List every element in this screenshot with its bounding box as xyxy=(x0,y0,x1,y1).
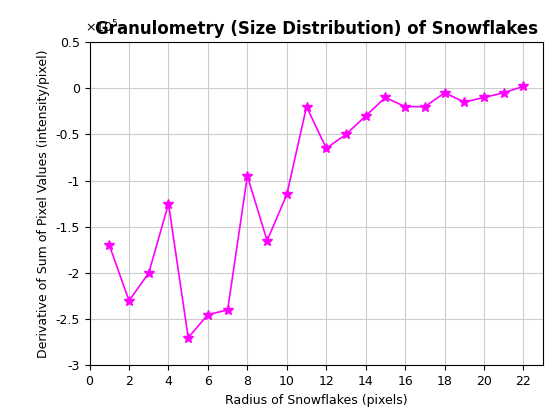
X-axis label: Radius of Snowflakes (pixels): Radius of Snowflakes (pixels) xyxy=(225,394,408,407)
Title: Granulometry (Size Distribution) of Snowflakes: Granulometry (Size Distribution) of Snow… xyxy=(95,20,538,38)
Text: $\times10^5$: $\times10^5$ xyxy=(85,19,118,36)
Y-axis label: Derivative of Sum of Pixel Values (intensity/pixel): Derivative of Sum of Pixel Values (inten… xyxy=(37,50,50,358)
